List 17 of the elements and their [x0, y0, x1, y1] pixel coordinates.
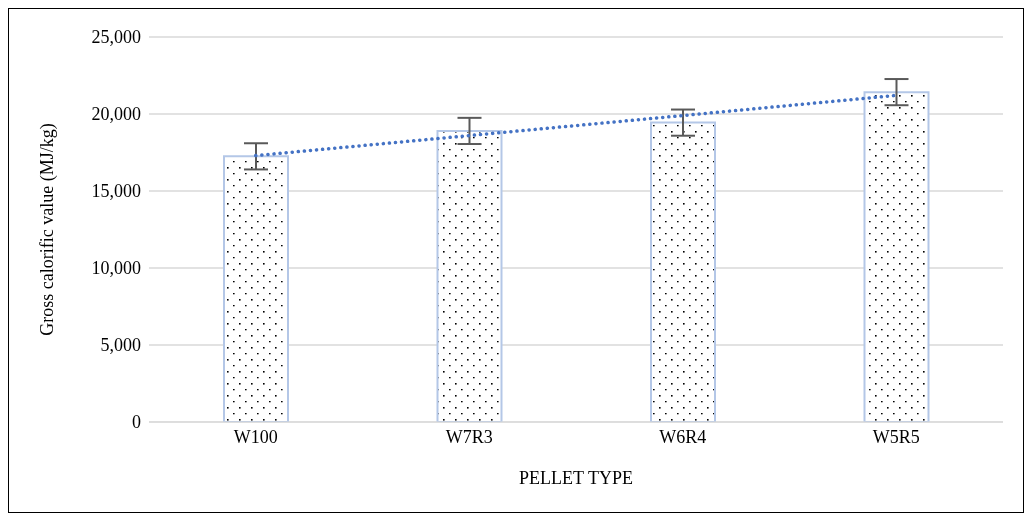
- x-axis-title: PELLET TYPE: [519, 468, 633, 488]
- x-tick-label: W6R4: [659, 426, 707, 447]
- y-axis-title: Gross calorific value (MJ/kg): [37, 123, 59, 336]
- bar: [436, 129, 503, 422]
- x-tick-label: W7R3: [445, 426, 493, 447]
- y-tick-label: 20,000: [91, 104, 141, 125]
- bar: [650, 121, 716, 422]
- x-tick-label: W100: [233, 426, 278, 447]
- y-tick-label: 0: [132, 412, 141, 433]
- y-tick-label: 25,000: [91, 27, 141, 48]
- y-tick-label: 15,000: [91, 181, 141, 202]
- bar: [863, 91, 930, 422]
- y-tick-label: 10,000: [91, 258, 141, 279]
- x-tick-label: W5R5: [872, 426, 920, 447]
- y-tick-label: 5,000: [100, 335, 141, 356]
- bar: [223, 155, 289, 422]
- line-series: [254, 93, 898, 158]
